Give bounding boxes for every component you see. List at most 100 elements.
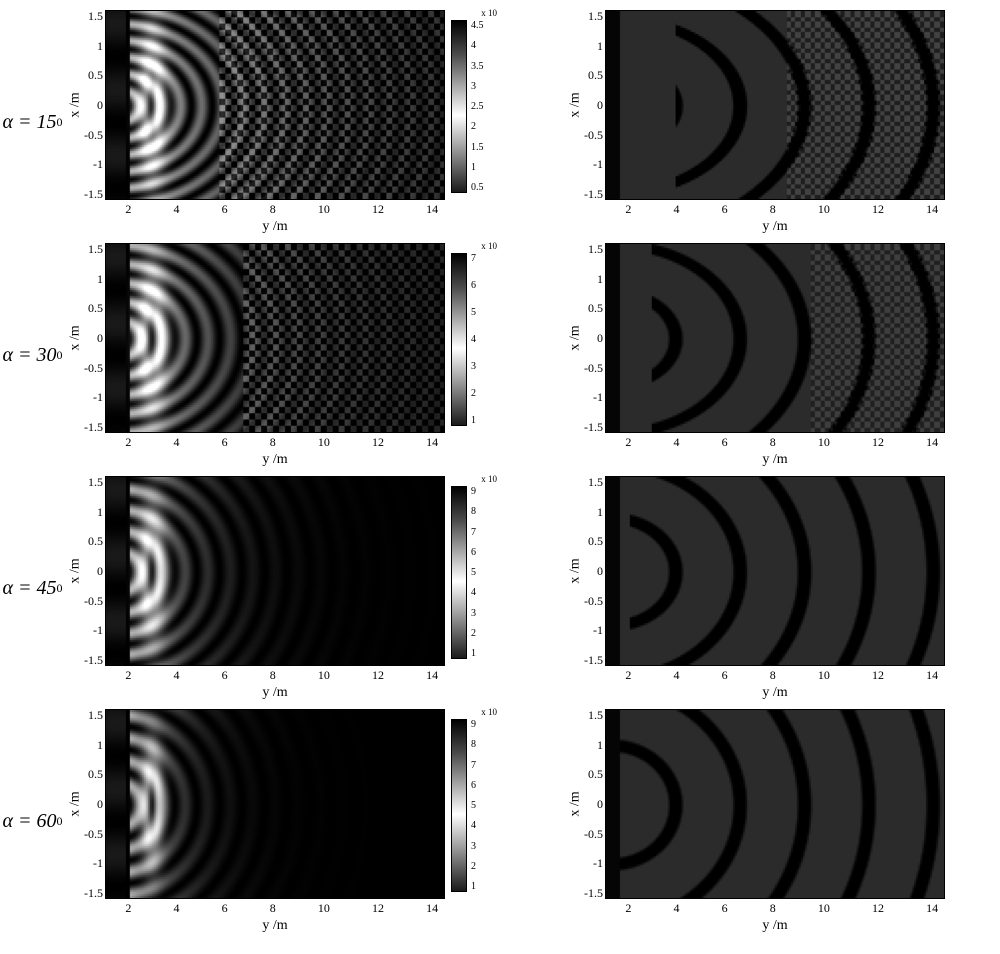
x-axis-label: y /m [762, 685, 787, 701]
heatmap-canvas [606, 244, 944, 432]
colorbar-tick: 7 [471, 527, 476, 538]
x-ticks: 2468101214 [105, 668, 445, 683]
y-tick: 0.5 [84, 768, 103, 780]
x-tick: 10 [818, 202, 830, 217]
x-ticks: 2468101214 [605, 202, 945, 217]
y-tick: -1 [584, 857, 603, 869]
y-tick: 0 [84, 332, 103, 344]
y-ticks: 1.510.50-0.5-1-1.5 [84, 476, 103, 666]
y-tick: -1.5 [584, 654, 603, 666]
y-axis-label: x /m [568, 92, 584, 117]
colorbar-gradient [451, 253, 467, 426]
x-tick: 4 [174, 901, 180, 916]
colorbar-tick: 3 [471, 841, 476, 852]
colorbar-ticks: 4.543.532.521.510.5 [471, 20, 484, 193]
x-tick: 8 [270, 202, 276, 217]
y-tick: -1 [84, 158, 103, 170]
y-tick: 1 [584, 506, 603, 518]
colorbar-tick: 3 [471, 361, 476, 372]
y-tick: -1.5 [84, 654, 103, 666]
y-tick: 0 [584, 565, 603, 577]
y-axis: x /m1.510.50-0.5-1-1.5 [565, 709, 605, 899]
y-tick: -0.5 [584, 362, 603, 374]
y-tick: 0.5 [84, 302, 103, 314]
x-tick: 6 [222, 901, 228, 916]
x-tick: 14 [426, 668, 438, 683]
y-tick: -1 [584, 624, 603, 636]
x-tick: 4 [674, 435, 680, 450]
x-tick: 10 [818, 901, 830, 916]
y-axis-label: x /m [568, 325, 584, 350]
row-label-alpha-45: α = 450 [0, 476, 65, 701]
panel-right-row2: x /m1.510.50-0.5-1-1.52468101214y /m [565, 476, 945, 701]
colorbar-tick: 9 [471, 719, 476, 730]
y-tick: 1.5 [84, 10, 103, 22]
panel-right-row3: x /m1.510.50-0.5-1-1.52468101214y /m [565, 709, 945, 934]
y-tick: 1 [584, 273, 603, 285]
colorbar-tick: 2 [471, 861, 476, 872]
x-ticks: 2468101214 [105, 202, 445, 217]
colorbar-tick: 7 [471, 760, 476, 771]
y-axis-label: x /m [568, 791, 584, 816]
row-label-text: α = 30 [3, 344, 57, 367]
y-tick: -1.5 [84, 421, 103, 433]
y-tick: 1.5 [84, 476, 103, 488]
x-axis: 2468101214y /m [105, 200, 445, 235]
x-tick: 2 [625, 202, 631, 217]
x-tick: 12 [372, 435, 384, 450]
x-tick: 12 [872, 202, 884, 217]
y-tick: 0.5 [84, 69, 103, 81]
y-tick: -1 [584, 391, 603, 403]
colorbar: x 107654321 [445, 243, 505, 468]
row-label-alpha-15: α = 150 [0, 10, 65, 235]
colorbar-exponent-label: x 10 [481, 707, 497, 717]
y-tick: 1.5 [584, 243, 603, 255]
x-tick: 4 [174, 668, 180, 683]
y-ticks: 1.510.50-0.5-1-1.5 [584, 476, 603, 666]
x-tick: 14 [926, 668, 938, 683]
heatmap-canvas [606, 477, 944, 665]
panel-right-row0: x /m1.510.50-0.5-1-1.52468101214y /m [565, 10, 945, 235]
y-ticks: 1.510.50-0.5-1-1.5 [584, 243, 603, 433]
colorbar: x 10987654321 [445, 709, 505, 934]
y-ticks: 1.510.50-0.5-1-1.5 [584, 10, 603, 200]
y-tick: 1 [84, 273, 103, 285]
panel-left-row3: x /m1.510.50-0.5-1-1.52468101214y /m [65, 709, 445, 934]
y-tick: 1 [584, 40, 603, 52]
plot-area [605, 243, 945, 433]
colorbar-ticks: 987654321 [471, 486, 476, 659]
x-axis: 2468101214y /m [605, 200, 945, 235]
y-tick: 0 [584, 798, 603, 810]
x-tick: 10 [318, 202, 330, 217]
panel-left-row1: x /m1.510.50-0.5-1-1.52468101214y /m [65, 243, 445, 468]
y-tick: -1.5 [84, 188, 103, 200]
x-axis-label: y /m [262, 918, 287, 934]
plot-area [605, 10, 945, 200]
plot-area [105, 476, 445, 666]
x-axis: 2468101214y /m [605, 666, 945, 701]
y-tick: -1 [84, 624, 103, 636]
x-tick: 8 [770, 668, 776, 683]
x-tick: 12 [372, 668, 384, 683]
heatmap-canvas [106, 11, 444, 199]
colorbar-tick: 5 [471, 800, 476, 811]
y-tick: 1.5 [584, 10, 603, 22]
colorbar: x 10987654321 [445, 476, 505, 701]
y-tick: -1.5 [584, 887, 603, 899]
colorbar-tick: 6 [471, 780, 476, 791]
x-tick: 2 [625, 435, 631, 450]
x-tick: 14 [926, 435, 938, 450]
spacer [505, 709, 565, 934]
x-axis: 2468101214y /m [105, 899, 445, 934]
x-tick: 2 [125, 901, 131, 916]
colorbar-tick: 8 [471, 739, 476, 750]
x-tick: 14 [426, 202, 438, 217]
y-tick: 0 [84, 99, 103, 111]
x-tick: 4 [174, 202, 180, 217]
y-tick: -0.5 [584, 129, 603, 141]
y-tick: 0.5 [584, 69, 603, 81]
colorbar-tick: 3 [471, 81, 484, 92]
y-ticks: 1.510.50-0.5-1-1.5 [84, 10, 103, 200]
x-tick: 12 [372, 202, 384, 217]
x-ticks: 2468101214 [605, 435, 945, 450]
